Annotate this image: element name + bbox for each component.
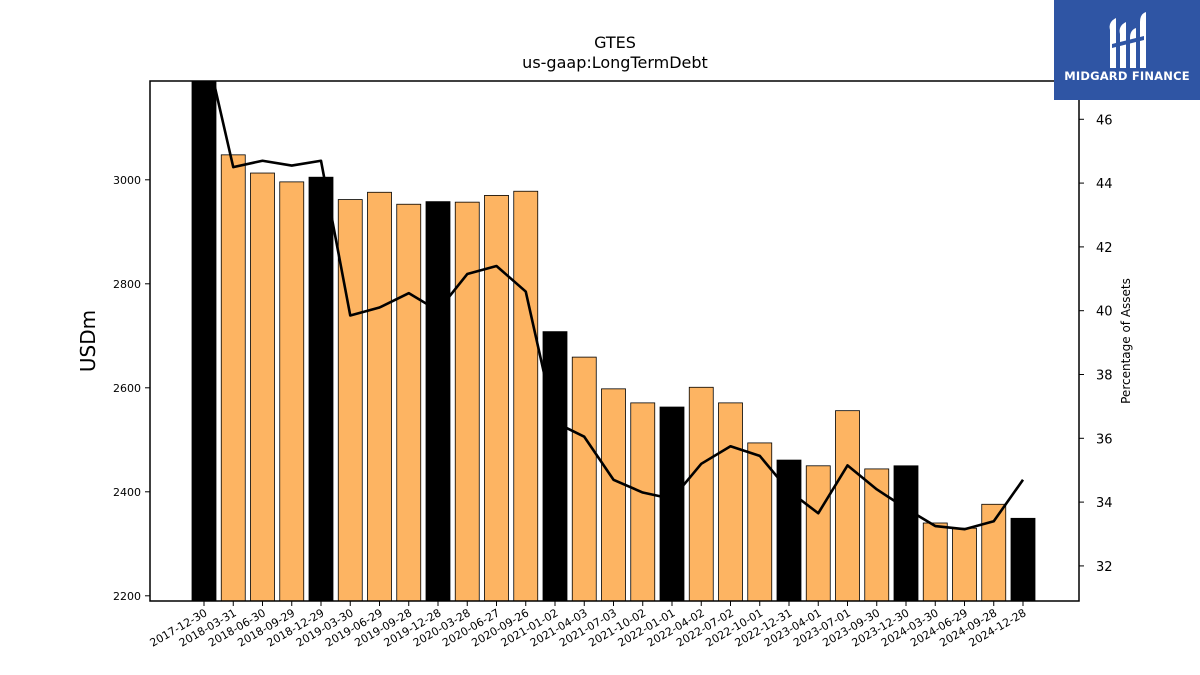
bars-group — [191, 81, 1036, 601]
bar-2021-10-02 — [630, 402, 656, 601]
y2-tick-label-34: 34 — [1096, 496, 1113, 511]
y2-tick-label-32: 32 — [1096, 560, 1113, 575]
bar-2022-07-02 — [718, 402, 743, 601]
bar-2019-03-30 — [337, 199, 363, 601]
y-axis-label: USDm — [76, 310, 100, 372]
bar-2023-09-30 — [864, 468, 890, 601]
bar-2022-04-02 — [688, 386, 714, 601]
chart-subtitle: us-gaap:LongTermDebt — [522, 53, 708, 72]
bar-2024-12-28 — [1010, 517, 1036, 601]
bar-2024-03-30 — [922, 522, 948, 601]
bar-2020-09-26 — [513, 190, 539, 601]
bar-2020-06-27 — [484, 194, 509, 601]
midgard-finance-logo: MIDGARD FINANCE — [1054, 0, 1200, 100]
bar-2018-06-30 — [250, 172, 275, 601]
y2-tick-label-46: 46 — [1096, 113, 1113, 128]
chart-title: GTES — [594, 33, 636, 52]
y2-axis-label: Percentage of Assets — [1119, 278, 1133, 404]
brand-name: MIDGARD FINANCE — [1064, 69, 1190, 83]
bar-2023-12-30 — [893, 465, 919, 601]
bar-2018-12-29 — [308, 176, 334, 601]
y-tick-label-2600: 2600 — [113, 382, 141, 395]
bar-2024-06-29 — [952, 527, 977, 601]
bar-2017-12-30 — [191, 81, 217, 601]
y2-tick-label-40: 40 — [1096, 305, 1113, 320]
bar-2021-01-02 — [542, 331, 568, 601]
bar-2023-07-01 — [835, 410, 860, 601]
pct-assets-line — [212, 81, 1025, 531]
bar-2024-09-28 — [981, 503, 1007, 601]
bar-2022-01-01 — [659, 406, 685, 601]
y2-tick-label-38: 38 — [1096, 368, 1113, 383]
y-tick-label-2200: 2200 — [113, 590, 141, 603]
bar-2019-06-29 — [367, 191, 392, 601]
y2-tick-label-44: 44 — [1096, 177, 1113, 192]
bar-2021-07-03 — [601, 388, 626, 601]
bar-2022-12-31 — [776, 459, 802, 601]
bar-2019-09-28 — [396, 203, 422, 601]
y2-tick-label-36: 36 — [1096, 432, 1113, 447]
line-group — [212, 81, 1025, 531]
bar-2018-09-29 — [279, 181, 305, 601]
midgard-mark-icon — [1109, 12, 1146, 68]
y-tick-label-2400: 2400 — [113, 486, 141, 499]
bar-2020-03-28 — [454, 201, 480, 601]
bar-2023-04-01 — [805, 465, 831, 601]
bar-2019-12-28 — [425, 201, 451, 601]
bar-2021-04-03 — [571, 356, 597, 601]
plot-frame — [149, 80, 1080, 602]
y2-tick-label-42: 42 — [1096, 241, 1113, 256]
y-tick-label-3000: 3000 — [113, 174, 141, 187]
bar-2022-10-01 — [747, 442, 773, 601]
bar-2018-03-31 — [220, 154, 246, 601]
y-tick-label-2800: 2800 — [113, 278, 141, 291]
